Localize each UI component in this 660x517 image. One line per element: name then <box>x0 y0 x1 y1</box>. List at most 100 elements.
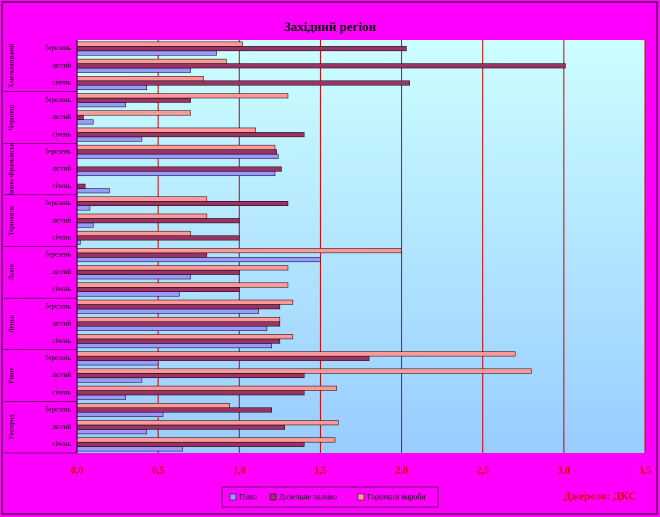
bar <box>76 149 277 155</box>
y-tick-label: січень <box>52 182 71 190</box>
y-tick-label: березень <box>45 354 71 362</box>
x-tick-label: 1,5 <box>314 465 327 476</box>
bar <box>76 407 272 413</box>
bar <box>76 403 230 408</box>
y-tick-label: березень <box>45 199 71 207</box>
bar <box>76 114 84 120</box>
bar <box>76 93 289 99</box>
legend-box <box>221 486 439 508</box>
bar <box>76 67 191 73</box>
bar <box>76 76 204 82</box>
y-tick-label: лютий <box>52 165 71 173</box>
bar <box>76 385 337 391</box>
y-tick-label: березень <box>45 147 71 155</box>
group-label: Львів <box>8 263 16 280</box>
y-tick-label: березень <box>45 406 71 414</box>
bar <box>76 274 191 280</box>
bar <box>76 222 94 228</box>
bar <box>76 291 180 297</box>
bar <box>76 429 148 435</box>
plot-area <box>77 40 645 453</box>
y-tick-label: січень <box>52 79 71 87</box>
bar <box>76 394 126 400</box>
bar <box>76 316 281 322</box>
bar <box>76 119 94 125</box>
x-tick-label: 0,0 <box>71 465 84 476</box>
x-tick-label: 0,5 <box>152 465 165 476</box>
legend-swatch <box>357 493 365 501</box>
bar <box>76 269 240 275</box>
bar <box>76 144 276 150</box>
bar <box>76 136 143 142</box>
bar <box>76 166 282 172</box>
bar <box>76 287 240 293</box>
y-tick-label: березень <box>45 44 71 52</box>
y-tick-label: березень <box>45 251 71 259</box>
y-tick-label: березень <box>45 302 71 310</box>
group-label: Рівне <box>8 368 16 384</box>
group-label: Ужгород <box>8 414 16 440</box>
bar <box>76 41 243 47</box>
group-label: Тернопіль <box>8 206 16 236</box>
bar <box>76 50 217 56</box>
x-tick-label: 3,5 <box>639 465 652 476</box>
bar <box>76 213 208 219</box>
bar <box>76 321 281 327</box>
group-label: Луцьк <box>8 314 16 333</box>
bar <box>76 97 191 103</box>
y-tick-label: лютий <box>52 371 71 379</box>
bar <box>76 183 86 189</box>
bar <box>76 127 256 133</box>
x-tick-label: 2,5 <box>476 465 489 476</box>
bar <box>76 424 285 430</box>
x-tick-label: 1,0 <box>233 465 246 476</box>
bar <box>76 334 294 340</box>
bar <box>76 102 126 108</box>
bar <box>76 282 289 288</box>
bar <box>76 265 289 271</box>
legend-label: Пиво <box>239 492 257 501</box>
bar <box>76 304 281 310</box>
chart-title: Західний регіон <box>284 19 377 34</box>
x-tick-label: 2,0 <box>395 465 408 476</box>
bar <box>76 80 410 86</box>
bar <box>76 420 339 426</box>
bar <box>76 196 208 202</box>
group-label: Івано-Франківськ <box>8 142 16 195</box>
y-tick-label: лютий <box>52 216 71 224</box>
bar <box>76 248 402 254</box>
bar <box>76 171 276 177</box>
y-tick-label: січень <box>52 388 71 396</box>
y-tick-label: лютий <box>52 113 71 121</box>
y-tick-label: лютий <box>52 268 71 276</box>
bar <box>76 218 240 224</box>
bar <box>76 110 191 116</box>
x-tick-label: 3,0 <box>558 465 571 476</box>
bar <box>76 338 281 344</box>
bar <box>76 235 240 241</box>
bar <box>76 368 532 374</box>
y-tick-label: січень <box>52 285 71 293</box>
bar <box>76 205 91 211</box>
legend-swatch <box>229 493 237 501</box>
bar <box>76 85 148 90</box>
bar <box>76 351 516 357</box>
bar <box>76 188 110 194</box>
bar <box>76 46 407 52</box>
bar <box>76 200 289 206</box>
bar <box>76 446 183 452</box>
bar <box>76 411 164 417</box>
group-label: Чернівці <box>8 104 16 130</box>
bar <box>76 355 370 361</box>
y-tick-label: лютий <box>52 423 71 431</box>
bar <box>76 257 321 263</box>
y-tick-label: лютий <box>52 61 71 69</box>
bar <box>76 437 336 443</box>
y-tick-label: лютий <box>52 320 71 328</box>
source: Джерело: ДКС <box>564 491 637 503</box>
bar <box>76 132 305 138</box>
legend-label: Горілчані вироби <box>367 492 426 501</box>
bar <box>76 58 227 64</box>
